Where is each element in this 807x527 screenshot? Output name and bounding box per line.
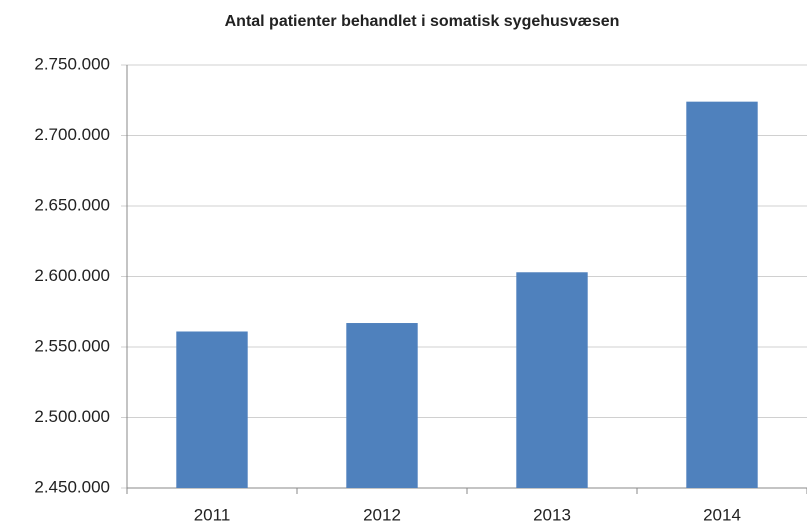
x-tick-label: 2014: [703, 505, 741, 524]
y-tick-label: 2.450.000: [34, 477, 110, 496]
y-tick-label: 2.700.000: [34, 125, 110, 144]
bar: [686, 101, 758, 488]
y-tick-label: 2.500.000: [34, 407, 110, 426]
x-tick-label: 2011: [194, 505, 231, 524]
y-tick-label: 2.550.000: [34, 336, 110, 355]
y-tick-label: 2.750.000: [34, 54, 110, 73]
x-tick-label: 2012: [363, 505, 401, 524]
y-tick-label: 2.600.000: [34, 266, 110, 285]
x-tick-label: 2013: [533, 505, 571, 524]
y-tick-label: 2.650.000: [34, 195, 110, 214]
bar: [346, 323, 418, 488]
bar: [516, 272, 588, 488]
bar: [176, 331, 248, 488]
chart-title: Antal patienter behandlet i somatisk syg…: [225, 13, 620, 30]
